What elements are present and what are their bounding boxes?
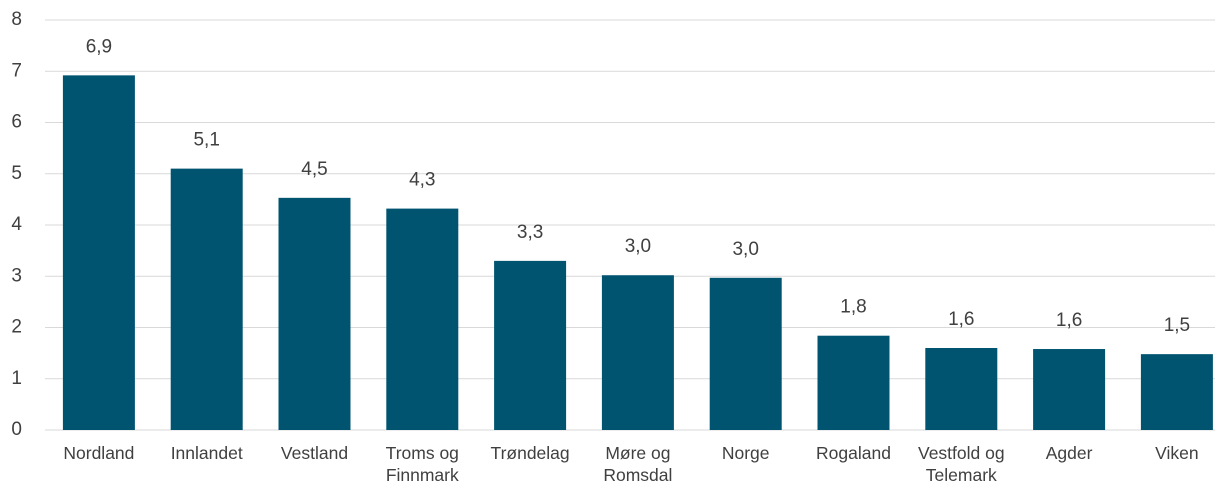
x-tick-label: Viken (1155, 443, 1199, 463)
bar (278, 197, 351, 430)
x-tick-label: Rogaland (816, 443, 891, 463)
y-tick-label: 8 (11, 9, 22, 30)
bar (494, 260, 567, 430)
bar (709, 277, 782, 430)
x-tick-label: Møre og Romsdal (603, 443, 673, 485)
y-tick-label: 2 (11, 317, 22, 338)
data-label: 1,6 (948, 309, 974, 330)
data-label: 1,8 (840, 297, 866, 318)
y-tick-label: 4 (11, 214, 22, 235)
data-label: 4,5 (301, 159, 327, 180)
y-tick-label: 7 (11, 60, 22, 81)
x-tick-label: Troms og Finnmark (385, 443, 459, 485)
y-tick-label: 1 (11, 368, 22, 389)
bar (601, 275, 674, 430)
bar (170, 168, 243, 430)
x-tick-label: Nordland (63, 443, 135, 463)
data-label: 1,6 (1056, 310, 1082, 331)
x-tick-label: Norge (721, 443, 770, 463)
data-label: 5,1 (193, 130, 219, 151)
bar (817, 335, 890, 430)
bar (1140, 354, 1213, 430)
data-label: 1,5 (1164, 315, 1190, 336)
x-tick-label: Vestland (280, 443, 349, 463)
data-label: 3,0 (732, 239, 758, 260)
y-tick-label: 5 (11, 163, 22, 184)
y-tick-label: 0 (11, 419, 22, 440)
x-tick-label: Vestfold og Telemark (917, 443, 1005, 485)
y-tick-label: 6 (11, 112, 22, 133)
x-tick-label: Agder (1045, 443, 1093, 463)
bar (925, 348, 998, 430)
x-tick-label: Innlandet (170, 443, 243, 463)
x-tick-label: Trøndelag (490, 443, 570, 463)
bar (1033, 349, 1106, 430)
data-label: 3,0 (625, 236, 651, 257)
data-label: 4,3 (409, 170, 435, 191)
bar (62, 75, 135, 430)
bar (386, 208, 459, 430)
data-label: 6,9 (86, 36, 112, 57)
data-label: 3,3 (517, 222, 543, 243)
y-tick-label: 3 (11, 265, 22, 286)
